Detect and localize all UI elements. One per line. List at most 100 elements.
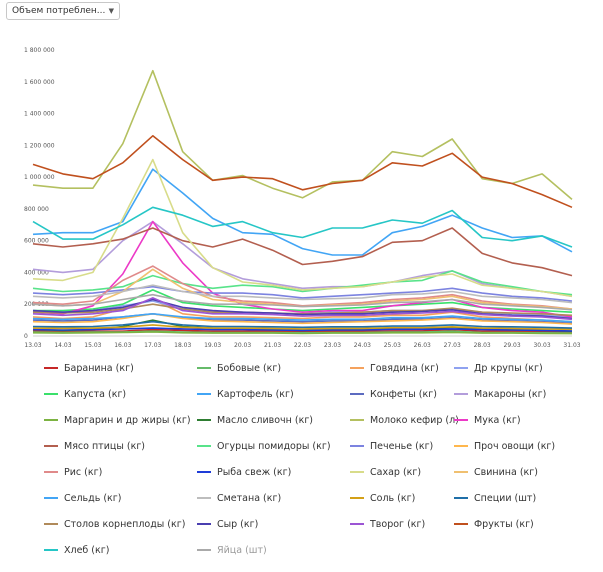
legend-swatch (350, 444, 364, 447)
legend-item[interactable]: Мука (кг) (454, 414, 521, 428)
legend-label: Мясо птицы (кг) (64, 441, 146, 452)
x-tick-label: 16.03 (114, 342, 131, 349)
legend-item[interactable]: Баранина (кг) (44, 362, 134, 376)
legend-item[interactable]: Хлеб (кг) (44, 544, 109, 558)
x-tick-label: 29.03 (504, 342, 521, 349)
series-line[interactable] (32, 220, 573, 298)
legend-item[interactable]: Рис (кг) (44, 466, 102, 480)
legend-swatch (44, 392, 58, 395)
series-line[interactable] (32, 324, 573, 331)
legend-item[interactable]: Конфеты (кг) (350, 388, 437, 402)
caret-down-icon: ▼ (108, 7, 114, 15)
series-line[interactable] (32, 327, 573, 332)
series-line[interactable] (32, 293, 573, 311)
legend-label: Фрукты (кг) (474, 519, 534, 530)
y-tick-label: 1 800 000 (24, 47, 55, 54)
y-tick-label: 800 000 (24, 206, 49, 213)
series-line[interactable] (32, 227, 573, 277)
legend-label: Проч овощи (кг) (474, 441, 556, 452)
legend-label: Рис (кг) (64, 467, 103, 478)
series-line[interactable] (32, 168, 573, 256)
legend-swatch (44, 496, 58, 499)
legend-swatch (350, 496, 364, 499)
series-line[interactable] (32, 69, 573, 201)
x-tick-label: 30.03 (533, 342, 550, 349)
legend-label: Баранина (кг) (64, 363, 134, 374)
legend-swatch (454, 392, 468, 395)
legend-label: Др крупы (кг) (474, 363, 543, 374)
legend-item[interactable]: Сметана (кг) (197, 492, 281, 506)
x-tick-label: 23.03 (324, 342, 341, 349)
series-line[interactable] (32, 135, 573, 209)
series-line[interactable] (32, 297, 573, 321)
series-line[interactable] (32, 206, 573, 248)
x-axis: 13.03 14.03 15.03 16.03 17.03 18.03 19.03 20.03… (24, 335, 581, 349)
legend-item[interactable]: Макароны (кг) (454, 388, 546, 402)
legend-label: Сыр (кг) (217, 519, 259, 530)
x-tick-label: 14.03 (54, 342, 71, 349)
x-tick-label: 31.03 (563, 342, 580, 349)
x-tick-label: 25.03 (384, 342, 401, 349)
legend-swatch (44, 548, 58, 551)
legend-swatch (197, 392, 211, 395)
series-line[interactable] (32, 284, 573, 304)
y-tick-label: 600 000 (24, 238, 49, 245)
legend-label: Рыба свеж (кг) (217, 467, 292, 478)
legend-item[interactable]: Молоко кефир (л) (350, 414, 459, 428)
measure-selector[interactable]: Объем потреблен... ▼ (6, 2, 120, 20)
legend-label: Бобовые (кг) (217, 363, 282, 374)
legend-label: Капуста (кг) (64, 389, 127, 400)
legend-swatch (454, 418, 468, 421)
legend-label: Сельдь (кг) (64, 493, 122, 504)
legend-item[interactable]: Сахар (кг) (350, 466, 421, 480)
legend-item[interactable]: Соль (кг) (350, 492, 415, 506)
legend-item[interactable]: Сыр (кг) (197, 518, 258, 532)
legend-item[interactable]: Бобовые (кг) (197, 362, 281, 376)
legend-item[interactable]: Яйца (шт) (197, 544, 267, 558)
legend-swatch (350, 418, 364, 421)
legend-swatch (44, 522, 58, 525)
legend-item[interactable]: Мясо птицы (кг) (44, 440, 145, 454)
legend-item[interactable]: Специи (шт) (454, 492, 536, 506)
x-tick-label: 22.03 (294, 342, 311, 349)
y-tick-label: 1 000 000 (24, 174, 55, 181)
y-tick-label: 1 600 000 (24, 79, 55, 86)
legend-item[interactable]: Рыба свеж (кг) (197, 466, 291, 480)
legend-swatch (197, 522, 211, 525)
legend-item[interactable]: Фрукты (кг) (454, 518, 534, 532)
legend-item[interactable]: Маргарин и др жиры (кг) (44, 414, 191, 428)
legend-swatch (197, 548, 211, 551)
series-line[interactable] (32, 312, 573, 325)
series-line[interactable] (32, 331, 573, 335)
legend-item[interactable]: Говядина (кг) (350, 362, 439, 376)
plot-area (32, 69, 573, 335)
legend-item[interactable]: Огурцы помидоры (кг) (197, 440, 331, 454)
legend-item[interactable]: Печенье (кг) (350, 440, 433, 454)
legend-label: Специи (шт) (474, 493, 537, 504)
legend-swatch (44, 366, 58, 369)
series-line[interactable] (32, 285, 573, 302)
legend-label: Масло сливочн (кг) (217, 415, 314, 426)
legend-item[interactable]: Проч овощи (кг) (454, 440, 555, 454)
legend-item[interactable]: Масло сливочн (кг) (197, 414, 313, 428)
legend-swatch (44, 470, 58, 473)
y-tick-label: 1 400 000 (24, 111, 55, 118)
legend-swatch (350, 392, 364, 395)
series-line[interactable] (32, 158, 573, 298)
legend-item[interactable]: Картофель (кг) (197, 388, 294, 402)
series-line[interactable] (32, 270, 573, 296)
legend-item[interactable]: Творог (кг) (350, 518, 425, 532)
legend-swatch (350, 470, 364, 473)
series-line[interactable] (32, 320, 573, 329)
legend-item[interactable]: Столов корнеплоды (кг) (44, 518, 185, 532)
legend-swatch (44, 418, 58, 421)
legend-label: Огурцы помидоры (кг) (217, 441, 331, 452)
legend-item[interactable]: Капуста (кг) (44, 388, 126, 402)
legend-item[interactable]: Свинина (кг) (454, 466, 538, 480)
legend-item[interactable]: Сельдь (кг) (44, 492, 121, 506)
series-line[interactable] (32, 312, 573, 323)
legend-swatch (197, 470, 211, 473)
series-line[interactable] (32, 220, 573, 318)
legend-swatch (454, 496, 468, 499)
legend-item[interactable]: Др крупы (кг) (454, 362, 543, 376)
